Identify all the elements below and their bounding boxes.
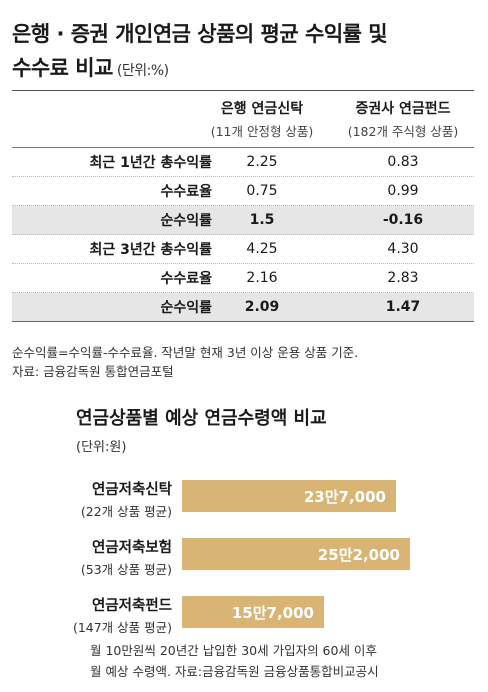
securities-value: 2.83 xyxy=(387,270,419,286)
bar: 15만7,000 xyxy=(182,596,324,628)
category-sub: (147개 상품 평균) xyxy=(72,620,172,635)
column-header-bank: 은행 연금신탁 (11개 안정형 상품) xyxy=(210,101,314,139)
column-header-securities: 증권사 연금펀드 (182개 주식형 상품) xyxy=(347,101,459,139)
category-label: 연금저축신탁 (22개 상품 평균) xyxy=(0,478,172,520)
row-label: 순수익률 xyxy=(160,300,212,316)
row-label: 수수료율 xyxy=(160,271,212,287)
category-label: 연금저축보험 (53개 상품 평균) xyxy=(0,536,172,578)
bar-value-label: 23만7,000 xyxy=(303,487,386,506)
bank-value: 1.5 xyxy=(249,212,275,228)
bank-value: 0.75 xyxy=(246,183,278,199)
table-row: 수수료율 2.16 2.83 xyxy=(12,264,474,293)
bar: 23만7,000 xyxy=(182,480,396,512)
bank-value: 2.16 xyxy=(246,270,278,286)
table-row: 최근 3년간 총수익률 4.25 4.30 xyxy=(12,235,474,264)
row-label: 수수료율 xyxy=(160,184,212,200)
chart-title: 연금상품별 예상 연금수령액 비교 xyxy=(76,408,327,429)
table-source: 자료: 금융감독원 통합연금포털 xyxy=(12,364,174,379)
table-unit: (단위:%) xyxy=(116,63,169,79)
securities-value: -0.16 xyxy=(382,212,424,228)
bank-value: 2.09 xyxy=(244,299,280,315)
securities-value: 0.83 xyxy=(387,154,419,170)
table-note: 순수익률=수익률-수수료율. 작년말 현재 3년 이상 운용 상품 기준. xyxy=(12,345,359,360)
bar-value-label: 15만7,000 xyxy=(231,603,314,622)
category-label: 연금저축펀드 (147개 상품 평균) xyxy=(0,594,172,636)
category-name: 연금저축보험 xyxy=(91,540,172,556)
chart-unit: (단위:원) xyxy=(76,440,127,455)
securities-value: 1.47 xyxy=(385,299,421,315)
table-header-row: 은행 연금신탁 (11개 안정형 상품) 증권사 연금펀드 (182개 주식형 … xyxy=(12,90,474,148)
chart-footnote: 월 10만원씩 20년간 납입한 30세 가입자의 60세 이후 xyxy=(90,643,377,658)
table-title-line2: 수수료 비교 (단위:%) xyxy=(12,56,169,80)
bank-value: 4.25 xyxy=(246,241,278,257)
category-name: 연금저축신탁 xyxy=(91,482,172,498)
row-label: 최근 1년간 총수익률 xyxy=(89,155,212,171)
bar: 25만2,000 xyxy=(182,538,410,570)
chart-footnote-source: 월 예상 수령액. 자료:금융감독원 금융상품통합비교공시 xyxy=(90,664,379,679)
row-label: 순수익률 xyxy=(160,213,212,229)
table-row: 수수료율 0.75 0.99 xyxy=(12,177,474,206)
comparison-table: 은행 연금신탁 (11개 안정형 상품) 증권사 연금펀드 (182개 주식형 … xyxy=(12,90,474,322)
table-row: 최근 1년간 총수익률 2.25 0.83 xyxy=(12,148,474,177)
table-row: 순수익률 1.5 -0.16 xyxy=(12,206,474,235)
securities-value: 4.30 xyxy=(387,241,419,257)
bar-value-label: 25만2,000 xyxy=(317,545,400,564)
bank-value: 2.25 xyxy=(246,154,278,170)
category-sub: (53개 상품 평균) xyxy=(80,562,172,577)
category-name: 연금저축펀드 xyxy=(91,598,172,614)
category-sub: (22개 상품 평균) xyxy=(80,504,172,519)
table-title: 은행 · 증권 개인연금 상품의 평균 수익률 및 xyxy=(12,22,388,46)
table-row: 순수익률 2.09 1.47 xyxy=(12,293,474,322)
row-label: 최근 3년간 총수익률 xyxy=(89,242,212,258)
securities-value: 0.99 xyxy=(387,183,419,199)
